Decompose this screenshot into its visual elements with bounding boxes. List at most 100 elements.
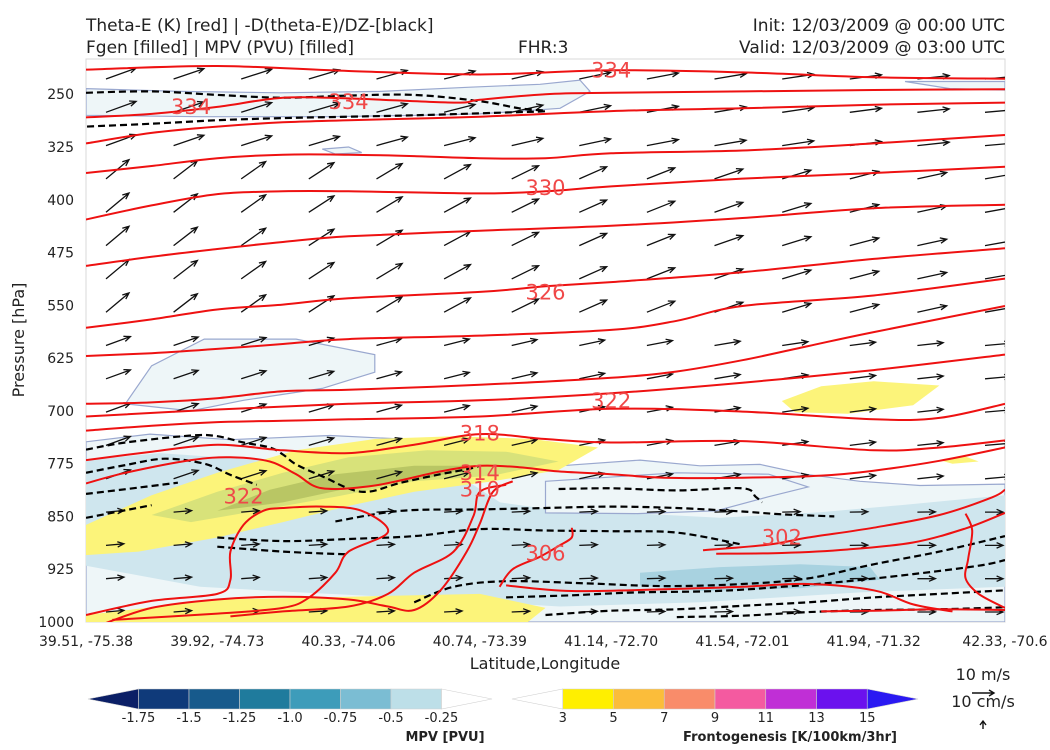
- frontogenesis-colorbar-swatch: [765, 688, 817, 710]
- wind-arrow: [917, 439, 945, 447]
- wind-arrow: [849, 439, 878, 447]
- x-tick-label: 41.94, -71.32: [827, 634, 921, 650]
- wind-arrow: [782, 268, 813, 280]
- theta-e-contour-label: 322: [591, 389, 631, 413]
- wind-arrow: [241, 507, 261, 515]
- y-tick-label: 775: [47, 457, 74, 473]
- wind-arrow: [241, 469, 268, 480]
- wind-arrow: [917, 575, 938, 582]
- wind-arrow: [646, 338, 675, 347]
- wind-arrow: [511, 136, 545, 147]
- wind-arrow: [984, 109, 1005, 113]
- frontogenesis-colorbar-swatch: [714, 688, 767, 710]
- wind-arrow: [105, 335, 132, 347]
- wind-arrow: [511, 298, 541, 313]
- wind-arrow: [443, 470, 471, 480]
- theta-e-contour-label: 306: [525, 542, 565, 566]
- wind-arrow: [984, 373, 1005, 381]
- wind-arrow: [984, 308, 1005, 313]
- mpv-colorbar-swatch: [289, 688, 341, 710]
- wind-arrow: [376, 262, 404, 280]
- wind-arrow: [646, 508, 667, 515]
- wind-arrow: [511, 541, 532, 549]
- wind-arrow: [579, 166, 609, 180]
- wind-arrow: [105, 100, 138, 113]
- wind-arrow: [173, 67, 206, 80]
- wind-arrow: [308, 101, 342, 113]
- wind-arrow: [579, 371, 607, 380]
- mpv-025-east-region: [544, 472, 811, 515]
- y-tick-label: 250: [47, 87, 74, 103]
- wind-arrow: [782, 235, 813, 247]
- wind-arrow: [579, 232, 609, 247]
- wind-arrow: [443, 197, 472, 213]
- wind-arrow: [646, 300, 677, 313]
- wind-arrow: [782, 302, 813, 313]
- x-tick-label: 42.33, -70.6: [962, 634, 1047, 650]
- theta-e-contour-3: [86, 134, 1005, 174]
- frontogenesis-colorbar-tick-label: 7: [660, 711, 668, 726]
- wind-arrow: [173, 335, 200, 347]
- wind-arrow: [782, 138, 816, 147]
- wind-arrow: [105, 225, 131, 247]
- mpv-colorbar-tick-label: -0.25: [425, 711, 459, 726]
- theta-e-contour-label: 334: [171, 95, 211, 119]
- wind-arrow: [308, 161, 336, 180]
- theta-e-contour-21: [821, 608, 1005, 613]
- wind-arrow: [376, 403, 404, 413]
- wind-vector-field: [105, 67, 1005, 616]
- wind-arrow: [511, 371, 539, 380]
- wind-arrow: [173, 607, 194, 615]
- y-tick-label: 475: [47, 246, 74, 262]
- title-valid-time: Valid: 12/03/2009 @ 03:00 UTC: [739, 38, 1005, 58]
- wind-arrow: [917, 340, 945, 347]
- wind-arrow: [714, 201, 745, 213]
- wind-arrow: [173, 469, 200, 480]
- wind-arrow: [646, 541, 667, 549]
- wind-arrow: [917, 303, 949, 313]
- x-tick-label: 41.14, -72.70: [564, 634, 658, 650]
- wind-arrow: [579, 199, 609, 213]
- theta-e-contour-20: [964, 513, 1005, 609]
- frontogenesis-colorbar-tick-label: 15: [859, 711, 876, 726]
- wind-arrow: [511, 264, 541, 280]
- wind-arrow: [579, 299, 609, 313]
- wind-arrow: [173, 134, 206, 147]
- mpv-colorbar-swatch: [390, 688, 442, 710]
- wind-arrow: [376, 135, 409, 147]
- mpv-colorbar: -1.75 -1.5 -1.25 -1.0 -0.75 -0.5 -0.25: [87, 688, 493, 726]
- wind-arrow: [308, 507, 329, 515]
- wind-arrow: [173, 259, 199, 280]
- wind-arrow: [173, 435, 200, 447]
- stability-contour-5: [217, 527, 743, 546]
- y-tick-label: 700: [47, 404, 74, 420]
- wind-arrow: [917, 541, 938, 549]
- stability-contour-4: [86, 504, 152, 519]
- wind-arrow: [984, 174, 1005, 180]
- wind-arrow: [511, 574, 532, 582]
- stability-contour-0: [86, 90, 547, 128]
- wind-arrow: [173, 507, 194, 515]
- wind-arrow: [511, 608, 532, 615]
- wind-arrow: [511, 337, 539, 347]
- wind-arrow: [917, 270, 949, 280]
- wind-arrow: [646, 267, 677, 280]
- theta-e-contour-0: [86, 64, 1005, 80]
- wind-arrow: [714, 138, 748, 147]
- wind-arrow: [443, 404, 471, 413]
- theta-e-contour-19: [716, 511, 1005, 555]
- mpv-colorbar-tick-label: -0.75: [324, 711, 358, 726]
- wind-arrow: [917, 406, 945, 414]
- theta-e-contour-label: 326: [525, 281, 565, 305]
- theta-e-contour-7: [86, 277, 1005, 357]
- theta-e-contour-label: 330: [525, 176, 565, 200]
- stability-contour-3: [86, 481, 179, 495]
- theta-e-contour-label: 302: [762, 526, 802, 550]
- wind-arrow: [782, 202, 813, 213]
- wind-arrow: [917, 473, 945, 480]
- x-tick-label: 39.92, -74.73: [170, 634, 264, 650]
- theta-e-contour-16: [498, 527, 574, 588]
- theta-e-contour-label: 318: [460, 421, 500, 445]
- frontogenesis-colorbar-tick-label: 3: [559, 711, 567, 726]
